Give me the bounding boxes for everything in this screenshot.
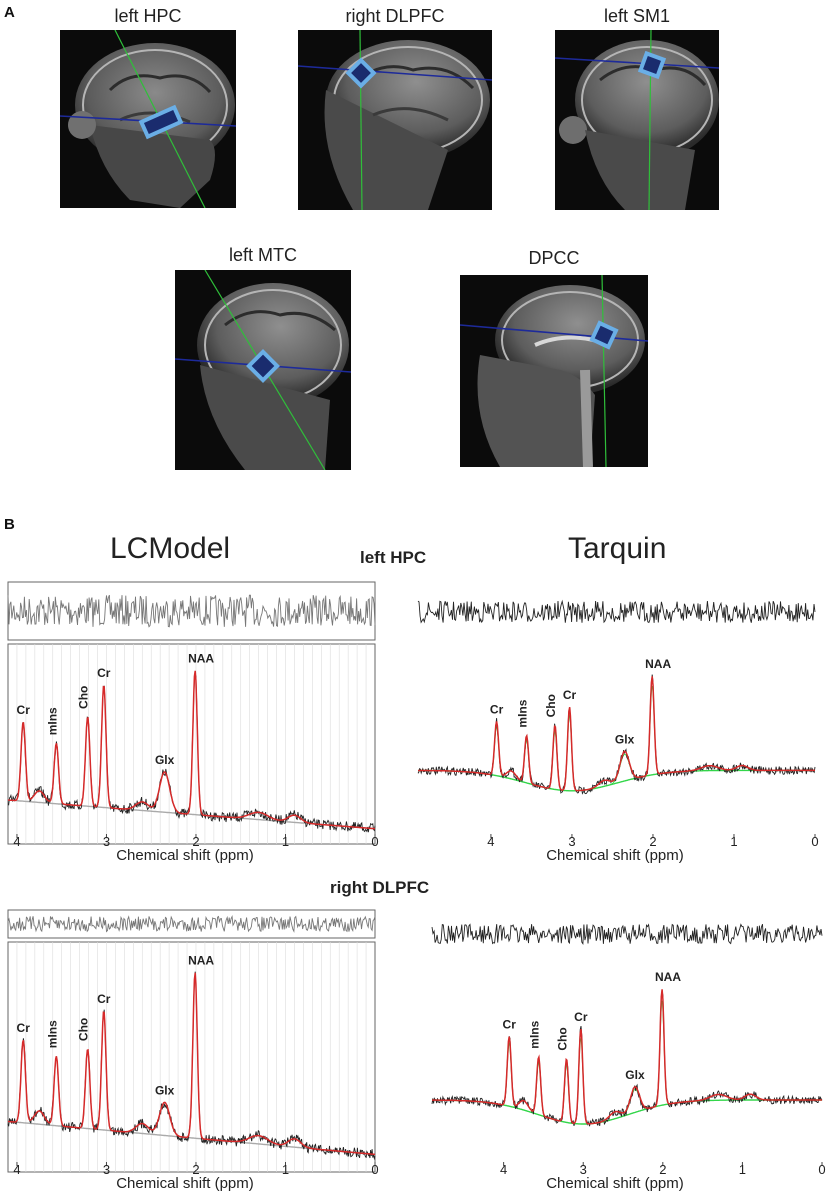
mri-image-left-mtc xyxy=(175,270,351,470)
x-tick-label-2: 2 xyxy=(192,834,199,849)
peak-label-cho-2: Cho xyxy=(556,1027,570,1050)
panel-b-letter: B xyxy=(4,516,15,533)
mri-label-right-dlpfc: right DLPFC xyxy=(345,6,445,26)
residual-frame xyxy=(7,909,376,939)
peak-label-mins-1: mIns xyxy=(516,699,530,727)
peak-label-cr-3: Cr xyxy=(97,992,111,1006)
mri-image-left-sm1 xyxy=(555,30,719,210)
spectrum-fit-trace xyxy=(7,670,376,830)
component-fit-1 xyxy=(498,739,555,790)
mri-image-dpcc xyxy=(460,275,648,467)
spectrum-fit-trace xyxy=(432,989,822,1125)
component-fit-1 xyxy=(510,1061,567,1123)
peak-label-cho-2: Cho xyxy=(544,694,558,717)
component-fit-3 xyxy=(541,715,598,792)
x-tick-label-1: 1 xyxy=(282,834,289,849)
region-title-right-dlpfc: right DLPFC xyxy=(330,878,430,897)
method-title-tarquin: Tarquin xyxy=(568,532,667,565)
x-axis-label-tarquin-right-dlpfc: Chemical shift (ppm) xyxy=(546,1175,684,1192)
peak-label-naa-5: NAA xyxy=(655,970,681,984)
x-tick-label-3: 3 xyxy=(568,834,575,849)
x-tick-label-2: 2 xyxy=(649,834,656,849)
component-fit-2 xyxy=(526,730,584,792)
peak-label-glx-4: Glx xyxy=(155,1083,175,1097)
peak-label-glx-4: Glx xyxy=(615,732,635,746)
peak-label-cr-0: Cr xyxy=(490,702,504,716)
residual-trace xyxy=(417,599,816,624)
peak-label-cr-3: Cr xyxy=(574,1010,588,1024)
method-title-lcmodel: LCModel xyxy=(110,532,231,565)
peak-label-cr-3: Cr xyxy=(97,666,111,680)
x-tick-label-3: 3 xyxy=(580,1162,587,1177)
peak-label-cr-3: Cr xyxy=(563,688,577,702)
x-tick-label-2: 2 xyxy=(192,1162,199,1177)
x-axis-label-lcmodel-left-hpc: Chemical shift (ppm) xyxy=(116,847,254,864)
peak-label-cr-0: Cr xyxy=(17,703,31,717)
peak-label-naa-5: NAA xyxy=(188,954,214,968)
x-tick-label-0: 0 xyxy=(818,1162,825,1177)
peak-label-mins-1: mIns xyxy=(45,707,59,735)
x-tick-label-4: 4 xyxy=(13,1162,20,1177)
plot-frame xyxy=(7,941,376,1173)
x-tick-label-0: 0 xyxy=(811,834,818,849)
peak-label-cr-0: Cr xyxy=(503,1018,517,1032)
residual-frame xyxy=(7,581,376,641)
x-tick-label-4: 4 xyxy=(487,834,494,849)
x-tick-label-1: 1 xyxy=(730,834,737,849)
x-tick-label-2: 2 xyxy=(659,1162,666,1177)
mri-image-left-hpc xyxy=(60,30,236,208)
mri-label-dpcc: DPCC xyxy=(528,248,580,268)
plot-frame xyxy=(7,643,376,845)
x-axis-label-tarquin-left-hpc: Chemical shift (ppm) xyxy=(546,847,684,864)
residual-trace xyxy=(7,594,376,628)
component-fit-0 xyxy=(468,725,526,783)
component-fit-5 xyxy=(633,1000,690,1114)
peak-label-naa-5: NAA xyxy=(188,652,214,666)
x-tick-label-3: 3 xyxy=(103,834,110,849)
peak-label-cr-0: Cr xyxy=(17,1021,31,1035)
peak-label-glx-4: Glx xyxy=(155,753,175,767)
mri-label-left-sm1: left SM1 xyxy=(603,6,671,26)
x-tick-label-0: 0 xyxy=(371,834,378,849)
x-tick-label-1: 1 xyxy=(282,1162,289,1177)
residual-trace xyxy=(431,923,823,946)
peak-label-naa-5: NAA xyxy=(645,657,671,671)
x-tick-label-4: 4 xyxy=(13,834,20,849)
mri-label-left-hpc: left HPC xyxy=(114,6,182,26)
x-axis-label-lcmodel-right-dlpfc: Chemical shift (ppm) xyxy=(116,1175,254,1192)
peak-label-cho-2: Cho xyxy=(77,1018,91,1041)
mri-image-right-dlpfc xyxy=(298,30,492,210)
x-tick-label-1: 1 xyxy=(739,1162,746,1177)
peak-label-glx-4: Glx xyxy=(625,1068,645,1082)
panel-a-letter: A xyxy=(4,4,15,21)
component-fit-2 xyxy=(538,1063,595,1125)
spectrum-fit-trace xyxy=(418,676,815,792)
spectrum-data-trace xyxy=(431,990,823,1127)
x-tick-label-0: 0 xyxy=(371,1162,378,1177)
spectrum-fit-trace xyxy=(7,972,376,1156)
region-title-left-hpc: left HPC xyxy=(360,548,427,567)
x-tick-label-3: 3 xyxy=(103,1162,110,1177)
peak-label-cho-2: Cho xyxy=(77,686,91,709)
mri-label-left-mtc: left MTC xyxy=(228,245,297,265)
peak-label-mins-1: mIns xyxy=(528,1020,542,1048)
residual-trace xyxy=(7,914,376,933)
x-tick-label-4: 4 xyxy=(500,1162,507,1177)
peak-label-mins-1: mIns xyxy=(45,1020,59,1048)
